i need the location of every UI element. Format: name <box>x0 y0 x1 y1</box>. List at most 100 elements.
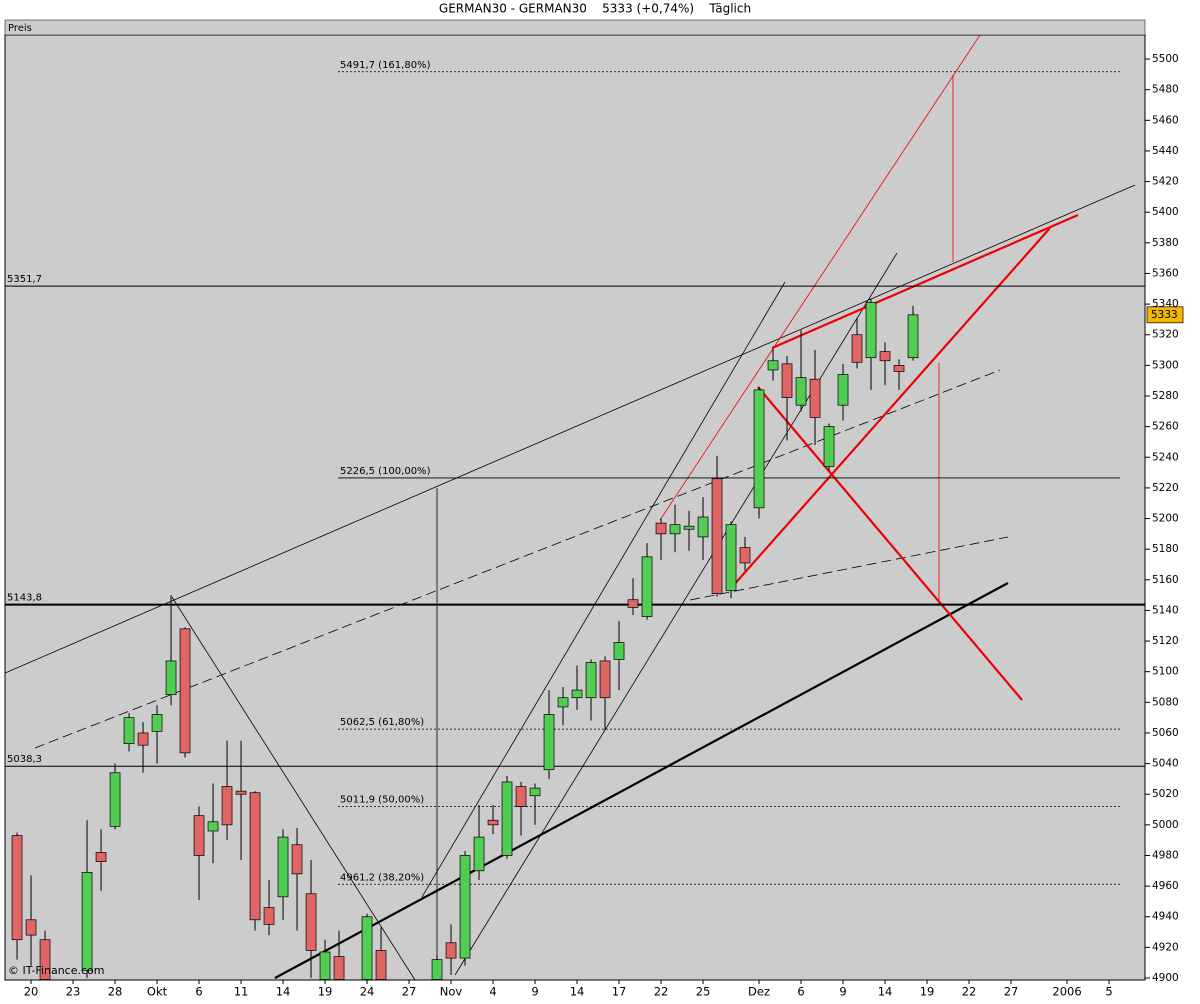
y-tick-label: 4940 <box>1152 911 1179 923</box>
candle-body <box>501 781 513 856</box>
candle-body <box>599 660 611 699</box>
candle-body <box>669 524 681 535</box>
candle-body <box>165 660 177 696</box>
x-tick-label: 19 <box>920 985 935 999</box>
trend-line <box>34 369 1001 749</box>
x-tick-label: 25 <box>696 985 711 999</box>
candle-body <box>319 951 331 980</box>
candle-body <box>851 334 863 363</box>
candle-body <box>529 787 541 797</box>
panel-header <box>4 19 1146 36</box>
candle-body <box>179 628 191 754</box>
x-tick-label: 14 <box>878 985 893 999</box>
y-tick-label: 5280 <box>1152 390 1179 402</box>
x-tick-label: 22 <box>962 985 977 999</box>
candle-body <box>263 907 275 925</box>
channel-line <box>454 252 898 976</box>
x-tick-label: 2006 <box>1052 985 1081 999</box>
x-tick-label: 20 <box>24 985 39 999</box>
y-tick-label: 5220 <box>1152 482 1179 494</box>
y-tick-label: 4960 <box>1152 880 1179 892</box>
candle-body <box>249 792 261 921</box>
red-line <box>771 213 1079 350</box>
y-tick-label: 5200 <box>1152 513 1179 525</box>
candle-body <box>543 714 555 771</box>
candle-body <box>137 732 149 746</box>
candle-body <box>473 836 485 872</box>
candle-body <box>221 786 233 826</box>
last-price-label: 5333 <box>1151 309 1178 321</box>
candle-body <box>655 522 667 535</box>
x-tick-label: 27 <box>402 985 417 999</box>
candle-body <box>487 819 499 826</box>
x-tick-label: 28 <box>108 985 123 999</box>
y-tick-label: 5300 <box>1152 359 1179 371</box>
candle-body <box>725 524 737 591</box>
candle-body <box>879 351 891 362</box>
candle-body <box>809 378 821 418</box>
x-tick-label: Dez <box>748 985 770 999</box>
candle-body <box>823 426 835 467</box>
y-tick-label: 5400 <box>1152 206 1179 218</box>
candles <box>11 299 919 980</box>
candle-body <box>711 478 723 594</box>
candle-body <box>697 516 709 538</box>
y-tick-label: 5460 <box>1152 114 1179 126</box>
x-tick-label: 6 <box>797 985 804 999</box>
red-line <box>757 386 1023 701</box>
x-tick-label: 19 <box>318 985 333 999</box>
fibonacci-label: 5011,9 (50,00%) <box>340 795 424 806</box>
y-tick-label: 5180 <box>1152 543 1179 555</box>
y-tick-label: 5480 <box>1152 84 1179 96</box>
y-tick-label: 4900 <box>1152 972 1179 984</box>
x-tick-label: 6 <box>195 985 202 999</box>
candle-body <box>893 365 905 372</box>
y-tick-label: 5320 <box>1152 329 1179 341</box>
x-tick-label: 22 <box>654 985 669 999</box>
y-tick-label: 5020 <box>1152 788 1179 800</box>
level-label: 5351,7 <box>7 274 42 285</box>
red-line <box>659 35 981 521</box>
candle-body <box>25 919 37 936</box>
panel-label: Preis <box>8 23 32 34</box>
candle-body <box>641 556 653 617</box>
candle-body <box>291 844 303 875</box>
candle-body <box>207 821 219 832</box>
candle-body <box>305 893 317 951</box>
candle-body <box>781 363 793 398</box>
x-tick-label: 24 <box>360 985 375 999</box>
x-tick-label: 4 <box>489 985 496 999</box>
candle-body <box>613 642 625 660</box>
candle-body <box>739 547 751 564</box>
candle-body <box>123 717 135 745</box>
trend-line <box>5 184 1136 674</box>
last-price-box <box>1146 306 1184 324</box>
y-tick-label: 5160 <box>1152 574 1179 586</box>
candle-body <box>333 956 345 980</box>
x-tick-label: Nov <box>440 985 463 999</box>
y-tick-label: 5260 <box>1152 421 1179 433</box>
candle-body <box>627 599 639 608</box>
trend-line <box>171 596 416 980</box>
y-tick-label: 5380 <box>1152 237 1179 249</box>
fibonacci-label: 5062,5 (61,80%) <box>340 717 424 728</box>
candle-body <box>585 662 597 699</box>
trend-lines <box>5 35 1145 980</box>
y-tick-label: 5140 <box>1152 604 1179 616</box>
x-tick-label: Okt <box>147 985 168 999</box>
chart-title: GERMAN30 - GERMAN30 5333 (+0,74%) Täglic… <box>439 2 751 16</box>
y-tick-label: 5060 <box>1152 727 1179 739</box>
candle-body <box>361 916 373 980</box>
y-tick-label: 4980 <box>1152 849 1179 861</box>
candle-body <box>431 959 443 980</box>
candle-body <box>109 772 121 827</box>
y-tick-label: 4920 <box>1152 941 1179 953</box>
candle-body <box>277 836 289 898</box>
x-tick-label: 14 <box>276 985 291 999</box>
y-tick-label: 5360 <box>1152 267 1179 279</box>
candle-body <box>795 377 807 406</box>
y-tick-label: 5440 <box>1152 145 1179 157</box>
y-tick-label: 5000 <box>1152 819 1179 831</box>
candle-body <box>11 835 23 941</box>
candle-body <box>95 852 107 862</box>
